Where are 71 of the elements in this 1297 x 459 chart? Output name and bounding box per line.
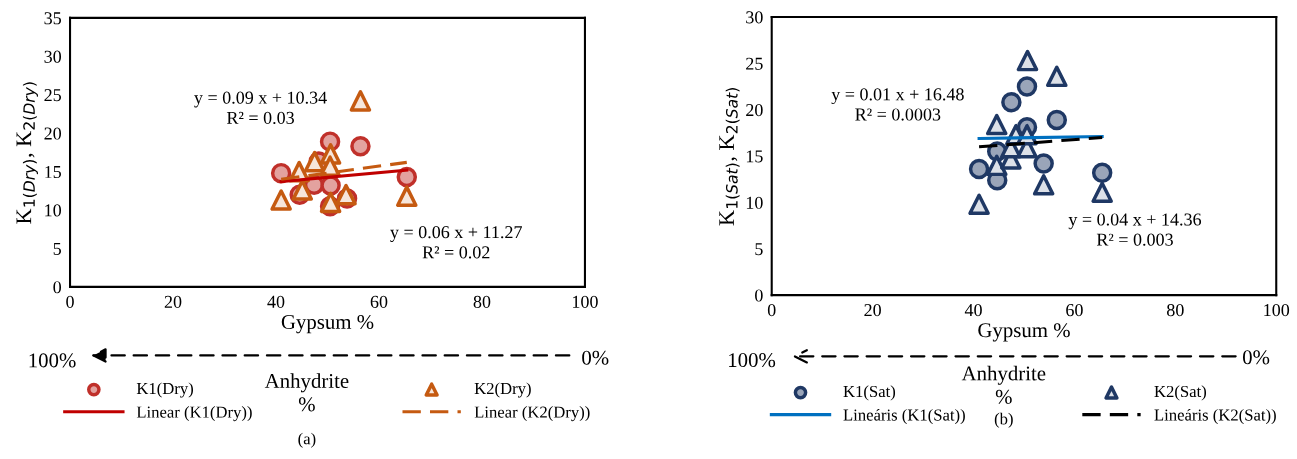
x-tick-label: 0	[767, 303, 776, 317]
x-tick-label: 60	[370, 295, 388, 308]
legend-label: Linear (K1(Dry))	[136, 406, 252, 422]
annotation: y = 0.09 x + 10.34 R² = 0.03	[194, 91, 327, 125]
text: 100%	[29, 353, 76, 368]
x-axis-title: Gypsum %	[281, 314, 374, 334]
x-axis-title: Gypsum %	[978, 323, 1070, 342]
point	[968, 193, 990, 216]
point	[396, 166, 418, 188]
y-tick-label: 5	[53, 242, 61, 255]
x-tick-label: 80	[1167, 303, 1184, 317]
x-tick-label: 60	[1066, 303, 1083, 317]
y-axis-title: K$_{1(Dry)}$, K$_{2(Dry)}$	[16, 82, 38, 224]
point	[1045, 65, 1068, 88]
text: Anhydrite %	[264, 373, 349, 412]
y-tick-label: 15	[45, 165, 61, 179]
x-tick-label: 80	[473, 295, 491, 308]
y-tick-label: 15	[746, 150, 763, 163]
annotation: y = 0.01 x + 16.48 R² = 0.0003	[831, 88, 964, 121]
y-tick-label: 25	[44, 89, 61, 102]
y-tick-label: 0	[53, 281, 62, 294]
point	[270, 189, 292, 211]
legend-label: Lineáris (K1(Sat))	[843, 408, 965, 425]
legend-label: K1(Dry)	[136, 382, 194, 398]
point	[335, 183, 357, 206]
point	[968, 158, 990, 180]
y-tick-label: 10	[746, 196, 763, 209]
point	[1091, 162, 1113, 183]
legend-label: Lineáris (K2(Sat))	[1154, 408, 1276, 425]
point	[1001, 92, 1022, 113]
point	[350, 136, 371, 157]
text: Anhydrite %	[961, 365, 1046, 404]
point	[1046, 109, 1068, 131]
point	[1033, 153, 1054, 174]
legend-label: K2(Sat)	[1154, 385, 1207, 401]
x-tick-label: 20	[864, 303, 881, 317]
text: (b)	[994, 412, 1013, 428]
point	[1016, 49, 1039, 72]
y-tick-label: 10	[45, 204, 62, 217]
y-tick-label: 20	[746, 103, 763, 117]
point	[349, 90, 372, 112]
x-tick-label: 40	[964, 303, 982, 317]
y-tick-label: 35	[44, 12, 61, 25]
text: 0%	[582, 350, 609, 365]
point	[985, 154, 1008, 177]
y-tick-label: 30	[44, 50, 62, 63]
y-tick-label: 5	[755, 243, 763, 256]
point	[1016, 76, 1038, 97]
text: (a)	[298, 432, 316, 448]
x-tick-label: 20	[164, 295, 182, 308]
x-tick-label: 100	[1264, 303, 1290, 317]
x-tick-label: 100	[572, 295, 598, 308]
point	[303, 150, 326, 173]
point	[985, 113, 1008, 136]
point	[395, 185, 418, 207]
legend-label: K1(Sat)	[843, 385, 896, 401]
text: 0%	[1242, 350, 1270, 365]
point	[291, 179, 314, 201]
legend-label: Linear (K2(Dry))	[474, 406, 590, 422]
y-axis-title: K$_{1(Sat)}$, K$_{2(Sat)}$	[719, 88, 740, 226]
x-tick-label: 40	[267, 295, 285, 308]
legend-label: K2(Dry)	[474, 382, 531, 398]
y-tick-label: 25	[746, 57, 763, 70]
x-tick-label: 0	[66, 295, 74, 308]
y-tick-label: 30	[746, 11, 763, 24]
annotation: y = 0.06 x + 11.27 R² = 0.02	[390, 226, 522, 259]
point	[1091, 181, 1113, 204]
text: 100%	[729, 353, 776, 368]
y-tick-label: 20	[44, 127, 62, 140]
annotation: y = 0.04 x + 14.36 R² = 0.003	[1068, 213, 1202, 246]
point	[1032, 174, 1055, 196]
